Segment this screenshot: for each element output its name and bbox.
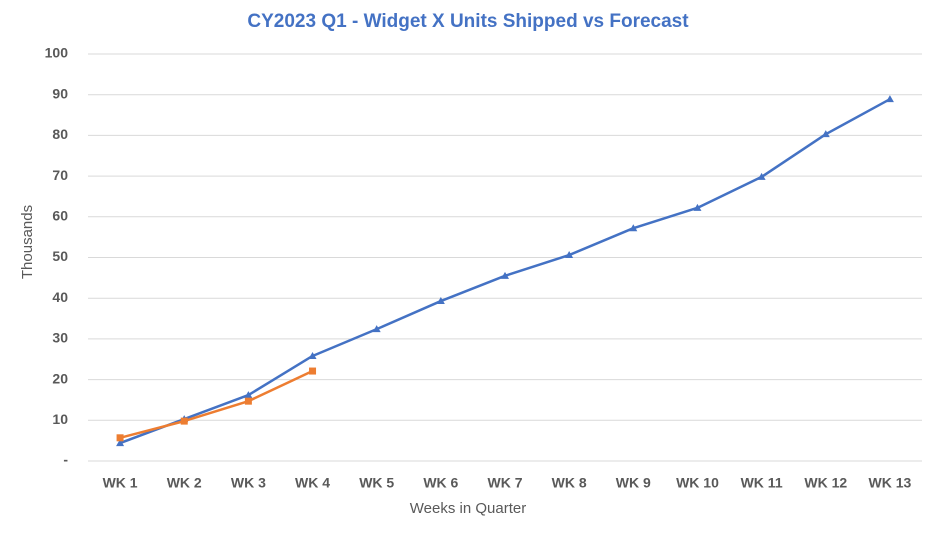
y-tick-label: 90: [52, 85, 68, 101]
series-line: [119, 98, 891, 445]
marker: [116, 439, 125, 447]
y-tick-label: 10: [52, 411, 68, 427]
marker: [309, 367, 317, 375]
marker: [244, 397, 252, 405]
y-tick-label: 20: [52, 370, 68, 386]
marker: [629, 224, 638, 232]
y-tick-label: 80: [52, 126, 68, 142]
marker: [885, 95, 894, 103]
x-tick-label: WK 3: [231, 475, 266, 491]
x-tick-label: WK 13: [869, 475, 912, 491]
y-tick-label: 60: [52, 208, 68, 224]
y-axis-title: Thousands: [19, 205, 36, 279]
x-tick-label: WK 8: [552, 475, 587, 491]
marker: [693, 203, 702, 211]
marker: [565, 251, 574, 259]
y-tick-label: 50: [52, 248, 68, 264]
y-tick-label: 100: [45, 45, 69, 61]
x-tick-label: WK 12: [804, 475, 847, 491]
y-tick-label: 30: [52, 330, 68, 346]
marker: [436, 297, 445, 305]
x-tick-label: WK 5: [359, 475, 394, 491]
x-tick-label: WK 9: [616, 475, 651, 491]
marker: [244, 391, 253, 399]
x-tick-label: WK 4: [295, 475, 330, 491]
series-line: [119, 369, 314, 440]
marker: [308, 351, 317, 359]
marker: [180, 417, 188, 425]
x-tick-label: WK 1: [103, 475, 138, 491]
x-axis-title: Weeks in Quarter: [410, 500, 526, 517]
x-tick-label: WK 11: [741, 475, 783, 491]
marker: [757, 172, 766, 180]
marker: [821, 130, 830, 138]
chart-title: CY2023 Q1 - Widget X Units Shipped vs Fo…: [247, 11, 689, 32]
marker: [501, 271, 509, 279]
marker: [372, 325, 381, 333]
x-tick-label: WK 10: [676, 475, 719, 491]
x-tick-label: WK 6: [423, 475, 458, 491]
y-tick-label: 70: [52, 167, 68, 183]
x-tick-label: WK 7: [488, 475, 523, 491]
marker: [116, 434, 124, 442]
y-tick-label: 40: [52, 289, 68, 305]
x-tick-label: WK 2: [167, 475, 202, 491]
y-tick-label: -: [63, 452, 68, 468]
